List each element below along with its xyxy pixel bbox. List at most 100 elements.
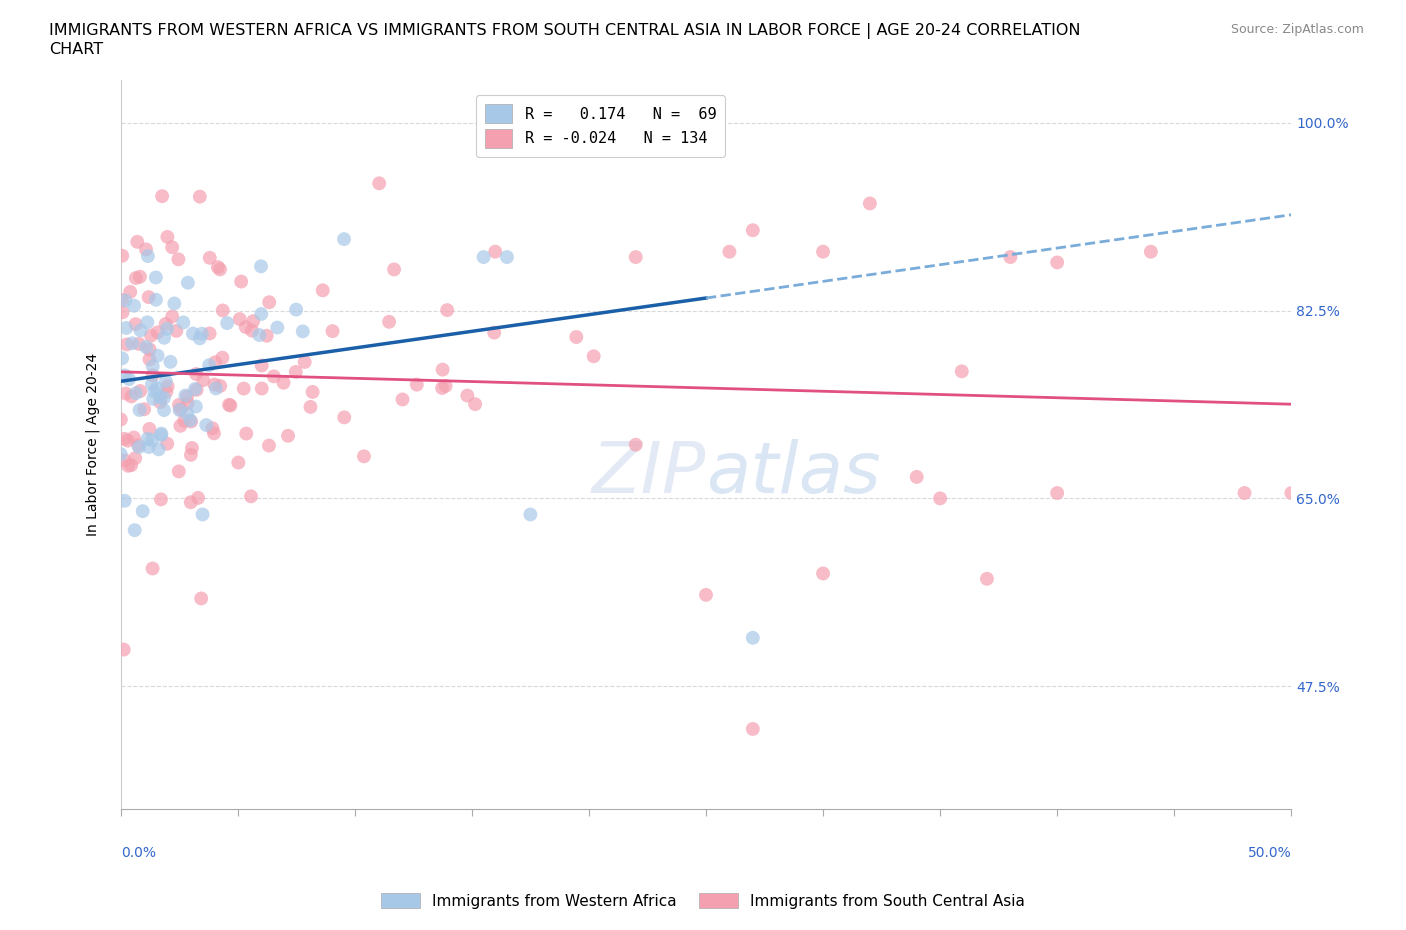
Point	[456, 388, 478, 403]
Point	[582, 349, 605, 364]
Point	[294, 354, 316, 369]
Point	[141, 377, 163, 392]
Point	[121, 336, 143, 351]
Point	[250, 307, 273, 322]
Point	[145, 381, 167, 396]
Point	[219, 398, 242, 413]
Point	[146, 325, 169, 339]
Point	[181, 441, 204, 456]
Point	[177, 275, 200, 290]
Point	[129, 323, 152, 338]
Point	[114, 293, 136, 308]
Point	[167, 464, 190, 479]
Point	[159, 354, 181, 369]
Point	[368, 176, 391, 191]
Point	[156, 436, 179, 451]
Point	[174, 388, 197, 403]
Point	[129, 383, 152, 398]
Point	[217, 315, 239, 330]
Point	[1233, 485, 1256, 500]
Point	[519, 507, 541, 522]
Point	[186, 366, 208, 381]
Legend: Immigrants from Western Africa, Immigrants from South Central Asia: Immigrants from Western Africa, Immigran…	[375, 886, 1031, 915]
Point	[472, 249, 495, 264]
Point	[250, 259, 273, 273]
Point	[811, 245, 834, 259]
Point	[1046, 255, 1069, 270]
Point	[322, 324, 344, 339]
Point	[204, 354, 226, 369]
Point	[273, 376, 295, 391]
Point	[211, 303, 233, 318]
Point	[120, 458, 142, 472]
Point	[143, 384, 166, 399]
Point	[741, 722, 763, 737]
Point	[129, 270, 152, 285]
Point	[257, 438, 280, 453]
Point	[976, 571, 998, 586]
Point	[205, 381, 228, 396]
Point	[333, 410, 356, 425]
Point	[188, 331, 211, 346]
Point	[228, 455, 250, 470]
Text: CHART: CHART	[49, 42, 103, 57]
Point	[811, 566, 834, 581]
Point	[114, 368, 136, 383]
Point	[153, 391, 176, 405]
Point	[128, 337, 150, 352]
Point	[111, 351, 134, 365]
Point	[312, 283, 335, 298]
Point	[191, 507, 214, 522]
Point	[160, 240, 183, 255]
Point	[218, 397, 240, 412]
Point	[636, 115, 658, 130]
Point	[624, 437, 647, 452]
Point	[142, 561, 165, 576]
Point	[136, 248, 159, 263]
Point	[128, 440, 150, 455]
Point	[285, 302, 308, 317]
Point	[127, 438, 149, 453]
Point	[127, 234, 149, 249]
Point	[299, 400, 322, 415]
Point	[114, 432, 136, 446]
Point	[139, 328, 162, 343]
Point	[179, 413, 201, 428]
Point	[146, 348, 169, 363]
Point	[1140, 245, 1163, 259]
Point	[247, 327, 270, 342]
Point	[741, 223, 763, 238]
Point	[232, 381, 254, 396]
Point	[353, 449, 375, 464]
Point	[134, 402, 156, 417]
Point	[169, 403, 191, 418]
Point	[155, 316, 177, 331]
Point	[266, 320, 288, 335]
Point	[150, 426, 173, 441]
Point	[695, 588, 717, 603]
Point	[301, 384, 323, 399]
Point	[198, 250, 221, 265]
Point	[405, 378, 427, 392]
Point	[201, 420, 224, 435]
Point	[176, 389, 198, 404]
Legend: R =   0.174   N =  69, R = -0.024   N = 134: R = 0.174 N = 69, R = -0.024 N = 134	[475, 95, 725, 157]
Point	[202, 426, 225, 441]
Point	[198, 358, 221, 373]
Point	[115, 321, 138, 336]
Point	[929, 491, 952, 506]
Point	[150, 189, 173, 204]
Point	[256, 328, 278, 343]
Point	[138, 440, 160, 455]
Point	[122, 430, 145, 445]
Point	[430, 380, 453, 395]
Point	[464, 397, 486, 412]
Point	[114, 493, 136, 508]
Point	[1046, 485, 1069, 500]
Point	[229, 312, 252, 326]
Point	[250, 358, 273, 373]
Point	[124, 451, 146, 466]
Point	[484, 326, 506, 340]
Point	[187, 490, 209, 505]
Point	[624, 249, 647, 264]
